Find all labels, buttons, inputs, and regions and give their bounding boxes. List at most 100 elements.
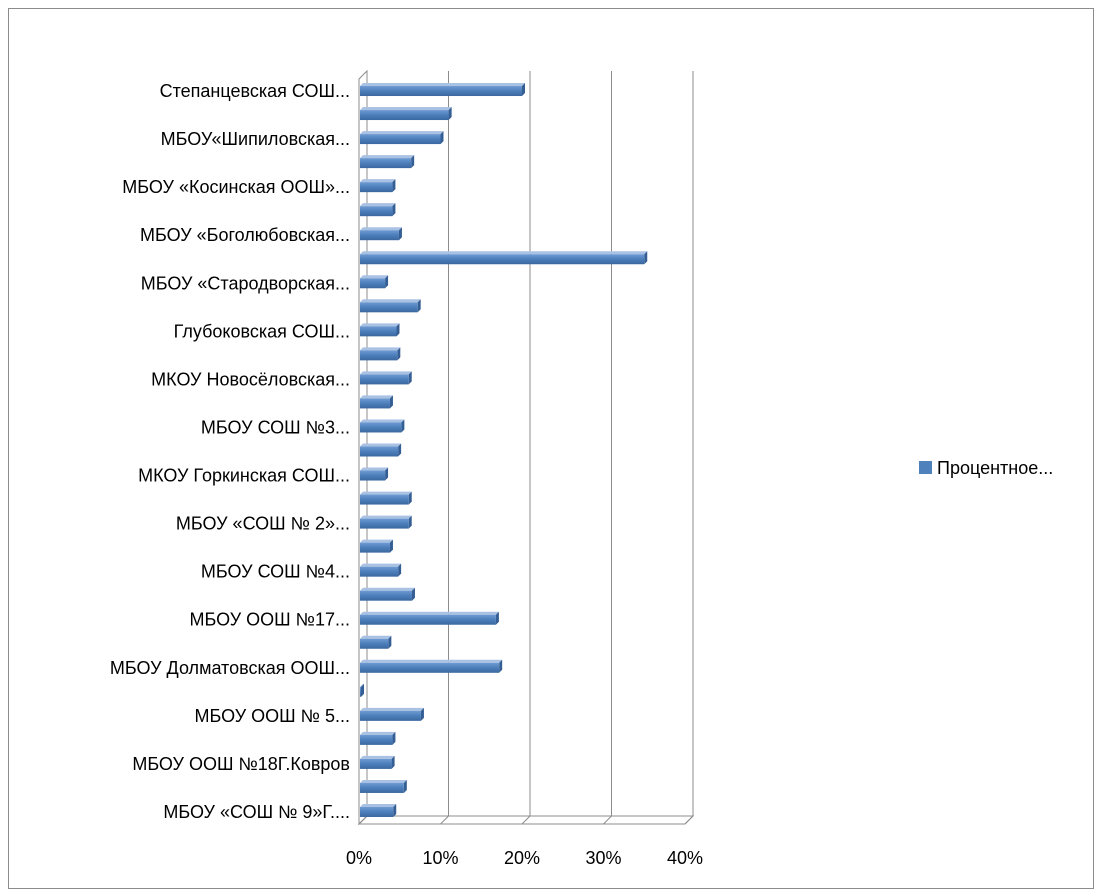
category-label: МБОУ «СОШ № 2»... [176, 514, 350, 534]
bar-front-face [360, 782, 404, 793]
category-label: МБОУ ООШ № 5... [195, 706, 350, 726]
bar-front-face [360, 638, 389, 649]
bar-end-face [408, 491, 412, 505]
bar [360, 107, 452, 121]
category-label: МБОУ СОШ №4... [201, 562, 350, 582]
bar-end-face [411, 587, 415, 601]
bar-front-face [360, 686, 361, 697]
bar-end-face [411, 155, 415, 169]
x-tick-label: 20% [504, 848, 540, 868]
bar [360, 659, 503, 673]
bar-front-face [360, 590, 412, 601]
bar-top-face [360, 755, 395, 759]
bar-front-face [360, 470, 386, 481]
bar [360, 611, 499, 625]
bar [360, 395, 393, 409]
bar [360, 299, 421, 313]
bar [360, 227, 402, 241]
bar-top-face [360, 299, 421, 303]
bar-end-face [389, 395, 393, 409]
category-label: МБОУ«Шипиловская... [161, 129, 350, 149]
x-tick-label: 10% [422, 848, 458, 868]
bar-front-face [360, 566, 399, 577]
bar-front-face [360, 710, 421, 721]
bar-front-face [360, 614, 496, 625]
bar-top-face [360, 371, 412, 375]
bar-top-face [360, 107, 452, 111]
category-label: Глубоковская СОШ... [174, 321, 350, 341]
bar-top-face [360, 587, 415, 591]
bar [360, 467, 389, 481]
bar-front-face [360, 110, 449, 121]
bar-top-face [360, 611, 499, 615]
bar-front-face [360, 350, 398, 361]
bar-top-face [360, 491, 412, 495]
bar-end-face [417, 299, 421, 313]
bar [360, 491, 412, 505]
bar-front-face [360, 518, 409, 529]
bar-front-face [360, 326, 397, 337]
bar-front-face [360, 302, 418, 313]
bar-end-face [389, 539, 393, 553]
bar [360, 635, 392, 649]
bar [360, 443, 402, 457]
bar-top-face [360, 635, 392, 639]
bar [360, 803, 397, 817]
bar-end-face [392, 203, 396, 217]
bar [360, 587, 415, 601]
gridline-floor [358, 815, 368, 825]
bar-front-face [360, 662, 500, 673]
bar [360, 371, 412, 385]
bar-top-face [360, 275, 389, 279]
category-label: МБОУ «СОШ № 9»Г.... [163, 802, 350, 822]
bar-front-face [360, 398, 390, 409]
bar [360, 347, 401, 361]
category-label: МБОУ СОШ №3... [201, 417, 350, 437]
category-label: МБОУ ООШ №17... [190, 610, 350, 630]
legend: Процентное... [919, 458, 1053, 478]
bar-front-face [360, 278, 386, 289]
bar [360, 251, 648, 265]
bar-front-face [360, 422, 402, 433]
bar-end-face [522, 83, 525, 97]
bar [360, 323, 400, 337]
bar [360, 683, 364, 697]
bar-end-face [440, 131, 444, 145]
bar-top-face [360, 227, 402, 231]
bar-end-face [398, 563, 402, 577]
category-label: МБОУ Долматовская ООШ... [110, 658, 350, 678]
bar-end-face [385, 467, 389, 481]
bar-end-face [391, 755, 395, 769]
bar-end-face [361, 683, 364, 697]
bar-end-face [448, 107, 452, 121]
chart-area: Степанцевская СОШ... МБОУ«Шипиловская... М… [8, 8, 1094, 889]
bar-end-face [420, 707, 424, 721]
bar-top-face [360, 563, 402, 567]
bar-top-face [360, 707, 424, 711]
bar-end-face [644, 251, 648, 265]
bar-top-face [360, 467, 389, 471]
bar-end-face [388, 635, 392, 649]
bar [360, 755, 395, 769]
bar-end-face [408, 515, 412, 529]
bar-top-face [360, 683, 364, 687]
bar-front-face [360, 158, 412, 169]
bar-front-face [360, 494, 409, 505]
bar-top-face [360, 515, 412, 519]
category-label: Степанцевская СОШ... [160, 81, 350, 101]
bar-front-face [360, 374, 409, 385]
bar-end-face [393, 803, 397, 817]
category-label: МКОУ Горкинская СОШ... [138, 466, 350, 486]
bar-end-face [397, 347, 401, 361]
bar-end-face [499, 659, 503, 673]
bar-top-face [360, 659, 503, 663]
x-tick-label: 30% [585, 848, 621, 868]
bar [360, 275, 389, 289]
bar-end-face [401, 419, 405, 433]
category-labels: Степанцевская СОШ... МБОУ«Шипиловская... М… [110, 81, 350, 822]
bar-front-face [360, 134, 441, 145]
bar-end-face [385, 275, 389, 289]
bar-top-face [360, 395, 393, 399]
bar-top-face [360, 347, 401, 351]
bar-front-face [360, 182, 393, 193]
